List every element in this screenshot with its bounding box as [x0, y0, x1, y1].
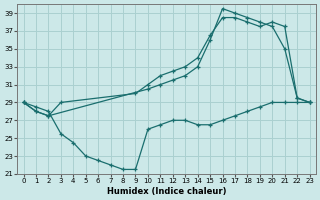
X-axis label: Humidex (Indice chaleur): Humidex (Indice chaleur) — [107, 187, 226, 196]
